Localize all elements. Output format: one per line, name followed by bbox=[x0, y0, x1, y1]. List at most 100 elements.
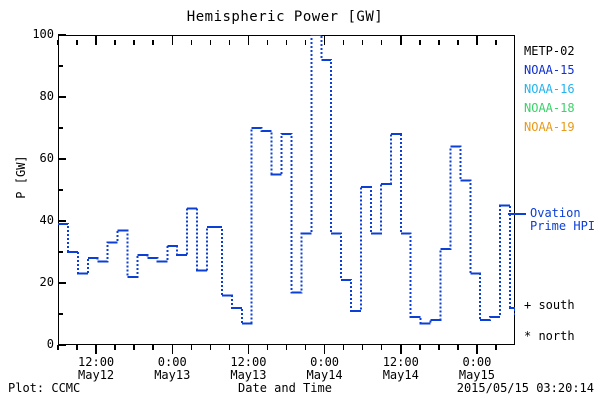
x-tick-h66 bbox=[476, 345, 478, 354]
x-tick-top-h36 bbox=[285, 40, 288, 45]
y-tick-label-80: 80 bbox=[39, 89, 54, 103]
x-tick-h54 bbox=[400, 345, 402, 354]
x-tick-h9 bbox=[114, 345, 116, 350]
x-tick-h6 bbox=[95, 345, 97, 354]
x-tick-h21 bbox=[190, 345, 193, 350]
x-tick-date-0: May12 bbox=[78, 368, 115, 382]
x-tick-h39 bbox=[304, 345, 307, 350]
x-tick-h24 bbox=[209, 345, 212, 350]
x-tick-top-h3 bbox=[76, 40, 78, 45]
y-tick-label-100: 100 bbox=[32, 27, 54, 41]
legend-ovation-prime-hpi: Ovation Prime HPI bbox=[530, 207, 595, 233]
legend-ovation-line1: Ovation bbox=[530, 206, 581, 220]
x-tick-h0 bbox=[57, 345, 59, 350]
x-tick-top-h48 bbox=[361, 40, 364, 45]
x-tick-h51 bbox=[380, 345, 383, 350]
x-tick-h33 bbox=[266, 345, 269, 350]
y-axis-tick-labels: 0 20 40 60 80 100 bbox=[20, 0, 54, 400]
x-tick-top-h15 bbox=[152, 40, 154, 45]
y-tick-50 bbox=[58, 189, 63, 191]
x-tick-date-5: May15 bbox=[458, 368, 495, 382]
x-tick-date-1: May13 bbox=[154, 368, 191, 382]
x-tick-h60 bbox=[438, 345, 440, 350]
x-tick-top-h33 bbox=[266, 40, 269, 45]
chart-plot-area bbox=[58, 35, 515, 325]
x-tick-top-h0 bbox=[57, 40, 59, 45]
x-tick-h12 bbox=[133, 345, 135, 350]
x-tick-h18 bbox=[171, 345, 173, 354]
legend-item-noaa-16[interactable]: NOAA-16 bbox=[524, 82, 575, 96]
y-tick-label-0: 0 bbox=[46, 337, 54, 351]
legend-item-noaa-15[interactable]: NOAA-15 bbox=[524, 63, 575, 77]
plot-frame bbox=[58, 35, 515, 345]
x-tick-top-h12 bbox=[133, 40, 135, 45]
x-tick-label-4: 12:00 May14 bbox=[366, 356, 436, 382]
x-tick-label-2: 12:00 May13 bbox=[213, 356, 283, 382]
x-tick-top-h30 bbox=[247, 36, 250, 45]
legend-symbol-south: + south bbox=[524, 298, 575, 312]
x-tick-top-h54 bbox=[400, 36, 402, 45]
legend-item-noaa-19[interactable]: NOAA-19 bbox=[524, 120, 575, 134]
x-tick-top-h45 bbox=[342, 40, 345, 45]
x-tick-h42 bbox=[323, 345, 326, 354]
x-axis-label: Date and Time bbox=[238, 381, 332, 395]
x-tick-top-h42 bbox=[323, 36, 326, 45]
x-tick-top-h6 bbox=[95, 36, 97, 45]
x-tick-top-h51 bbox=[380, 40, 383, 45]
ovation-axis-tick bbox=[508, 213, 516, 215]
x-tick-date-4: May14 bbox=[382, 368, 419, 382]
y-tick-20 bbox=[58, 282, 66, 284]
x-tick-date-2: May13 bbox=[230, 368, 267, 382]
y-tick-label-40: 40 bbox=[39, 213, 54, 227]
y-tick-70 bbox=[58, 127, 63, 129]
legend-item-noaa-18[interactable]: NOAA-18 bbox=[524, 101, 575, 115]
x-axis-ticks bbox=[57, 345, 515, 357]
legend-item-metp-02[interactable]: METP-02 bbox=[524, 44, 575, 58]
x-tick-time-4: 12:00 bbox=[382, 355, 419, 369]
x-tick-time-5: 0:00 bbox=[462, 355, 492, 369]
y-tick-10 bbox=[58, 313, 63, 315]
x-tick-top-h27 bbox=[228, 40, 231, 45]
plot-timestamp: 2015/05/15 03:20:14 bbox=[456, 381, 594, 395]
x-tick-h36 bbox=[285, 345, 288, 350]
x-tick-h3 bbox=[76, 345, 78, 350]
x-tick-label-3: 0:00 May14 bbox=[290, 356, 360, 382]
y-tick-90 bbox=[58, 65, 63, 67]
chart-title: Hemispheric Power [GW] bbox=[186, 9, 384, 25]
x-tick-top-h21 bbox=[190, 40, 193, 45]
x-tick-h45 bbox=[342, 345, 345, 350]
x-tick-top-h57 bbox=[419, 40, 421, 45]
y-tick-80 bbox=[58, 96, 66, 98]
x-tick-label-5: 0:00 May15 bbox=[442, 356, 512, 382]
x-tick-h48 bbox=[361, 345, 364, 350]
x-tick-top-h24 bbox=[209, 40, 212, 45]
x-tick-top-h69 bbox=[495, 40, 497, 45]
x-tick-h69 bbox=[495, 345, 497, 350]
x-tick-top-h18 bbox=[171, 36, 173, 45]
x-tick-top-h66 bbox=[476, 36, 478, 45]
plot-credit: Plot: CCMC bbox=[8, 381, 81, 395]
x-axis-ticks-top bbox=[57, 35, 515, 45]
x-tick-h57 bbox=[419, 345, 421, 350]
x-tick-top-h63 bbox=[457, 40, 459, 45]
legend-symbol-north: * north bbox=[524, 329, 575, 343]
x-tick-h15 bbox=[152, 345, 154, 350]
x-tick-h27 bbox=[228, 345, 231, 350]
x-tick-top-h39 bbox=[304, 40, 307, 45]
y-tick-0 bbox=[58, 344, 66, 346]
y-tick-40 bbox=[58, 220, 66, 222]
y-tick-100 bbox=[58, 34, 66, 36]
ovation-legend-dash bbox=[516, 213, 526, 215]
x-tick-time-3: 0:00 bbox=[310, 355, 340, 369]
x-tick-time-1: 0:00 bbox=[157, 355, 187, 369]
y-tick-30 bbox=[58, 251, 63, 253]
x-tick-date-3: May14 bbox=[306, 368, 343, 382]
x-tick-h30 bbox=[247, 345, 250, 354]
y-tick-label-60: 60 bbox=[39, 151, 54, 165]
y-tick-60 bbox=[58, 158, 66, 160]
x-tick-top-h9 bbox=[114, 40, 116, 45]
x-tick-h63 bbox=[457, 345, 459, 350]
x-tick-label-0: 12:00 May12 bbox=[61, 356, 131, 382]
x-tick-top-h60 bbox=[438, 40, 440, 45]
